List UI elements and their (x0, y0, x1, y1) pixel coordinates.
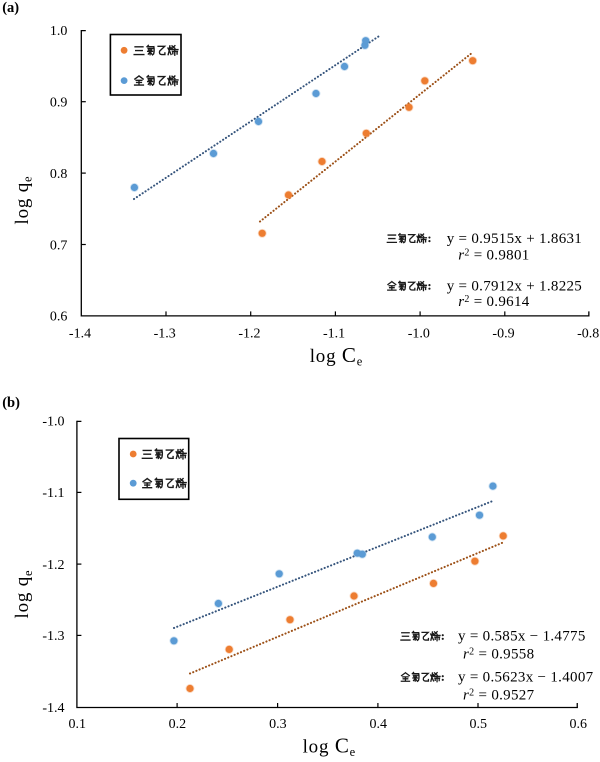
svg-text:0.5: 0.5 (470, 717, 488, 732)
svg-text:-1.4: -1.4 (69, 326, 91, 341)
svg-text:(b): (b) (2, 395, 20, 411)
svg-text:0.3: 0.3 (269, 717, 287, 732)
svg-text:-1.1: -1.1 (42, 486, 64, 501)
svg-text:log qe: log qe (12, 570, 35, 619)
svg-text:-0.8: -0.8 (577, 326, 599, 341)
svg-text:0.9: 0.9 (50, 96, 68, 111)
svg-text:1.0: 1.0 (50, 24, 68, 39)
svg-text:-1.0: -1.0 (408, 326, 430, 341)
svg-text:-1.3: -1.3 (154, 326, 176, 341)
svg-text:0.7: 0.7 (50, 238, 68, 253)
svg-text:-0.9: -0.9 (492, 326, 514, 341)
svg-text:-1.2: -1.2 (42, 558, 64, 573)
svg-text:-1.0: -1.0 (42, 415, 64, 430)
svg-text:r2 = 0.9527: r2 = 0.9527 (463, 687, 535, 703)
svg-text:y = 0.5623x − 1.4007: y = 0.5623x − 1.4007 (458, 670, 594, 686)
svg-text:-1.4: -1.4 (42, 701, 64, 716)
svg-text:y = 0.585x − 1.4775: y = 0.585x − 1.4775 (458, 629, 586, 645)
svg-text:y = 0.7912x + 1.8225: y = 0.7912x + 1.8225 (447, 279, 582, 295)
svg-text:log Ce: log Ce (303, 733, 356, 759)
svg-text:y = 0.9515x + 1.8631: y = 0.9515x + 1.8631 (447, 231, 582, 247)
svg-text:0.1: 0.1 (68, 717, 86, 732)
svg-text:r2 = 0.9801: r2 = 0.9801 (458, 247, 529, 263)
svg-text:(a): (a) (2, 0, 19, 16)
svg-text:0.6: 0.6 (50, 310, 68, 325)
svg-text:-1.2: -1.2 (238, 326, 260, 341)
svg-text:log Ce: log Ce (310, 343, 363, 369)
svg-text:r2 = 0.9614: r2 = 0.9614 (458, 294, 530, 310)
svg-text:0.2: 0.2 (169, 717, 187, 732)
svg-text:-1.3: -1.3 (42, 629, 64, 644)
svg-text:0.6: 0.6 (569, 717, 587, 732)
svg-text:0.4: 0.4 (369, 717, 387, 732)
svg-text:0.8: 0.8 (50, 167, 68, 182)
svg-text:-1.1: -1.1 (323, 326, 345, 341)
svg-text:r2 = 0.9558: r2 = 0.9558 (463, 646, 534, 662)
svg-text:log qe: log qe (12, 176, 35, 225)
